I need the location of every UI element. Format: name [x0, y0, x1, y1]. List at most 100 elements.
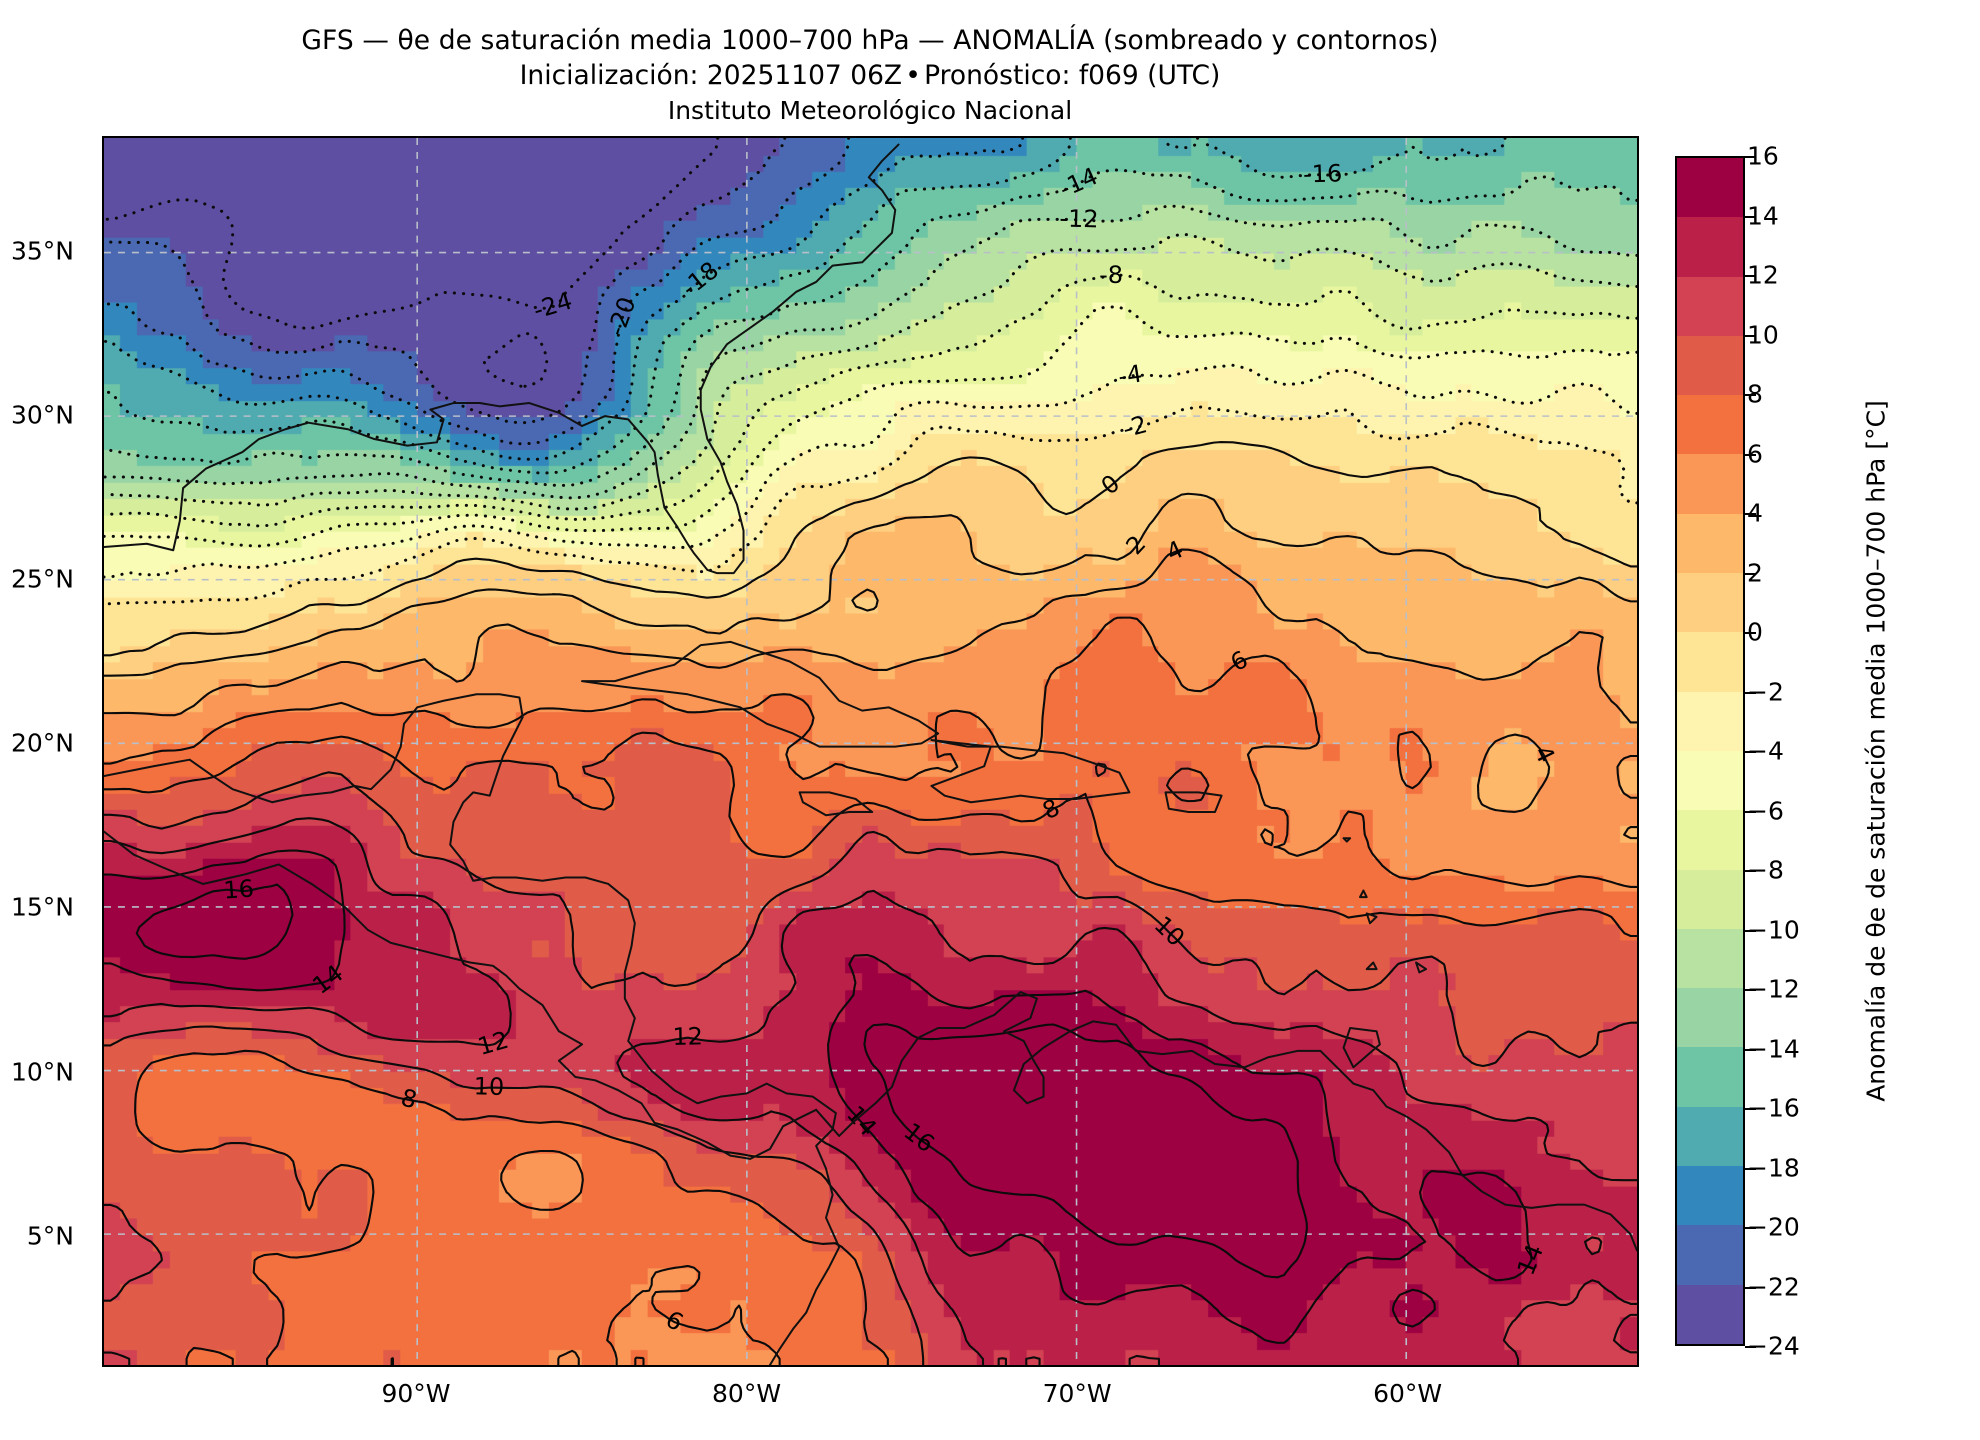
y-tick-labels: 35°N 30°N 25°N 20°N 15°N 10°N 5°N [0, 0, 88, 1440]
x-tick-80W: 80°W [712, 1379, 782, 1408]
map-axes[interactable]: -24 -20 -18 -16 -14 -12 -8 -4 -2 0 2 4 4 6 6 8 8 10 10 12 12… [102, 136, 1639, 1367]
colorbar-label-text: Anomalía de θe de saturación media 1000–… [1861, 400, 1891, 1102]
x-tick-70W: 70°W [1042, 1379, 1112, 1408]
y-tick-25: 25°N [10, 564, 74, 594]
colorbar-tickmark [1745, 215, 1756, 218]
colorbar-swatch [1677, 1106, 1743, 1167]
y-tick-5: 5°N [26, 1221, 74, 1251]
colorbar-swatch [1677, 928, 1743, 989]
colorbar-swatch [1677, 1284, 1743, 1344]
y-tick-35: 35°N [10, 236, 74, 266]
colorbar-tick--12: −12 [1747, 974, 1800, 1004]
svg-text:16: 16 [899, 1117, 940, 1158]
colorbar-tick-10: 10 [1747, 320, 1779, 349]
colorbar-tick-2: 2 [1747, 558, 1763, 587]
colorbar-swatch [1677, 632, 1743, 692]
svg-text:14: 14 [1512, 1240, 1549, 1279]
colorbar-tick--8: −8 [1747, 855, 1784, 885]
colorbar-swatch [1677, 513, 1743, 574]
title-block: GFS — θe de saturación media 1000–700 hP… [0, 0, 1740, 127]
colorbar-swatch [1677, 1166, 1743, 1226]
colorbar-tickmark [1745, 1286, 1756, 1289]
colorbar-tick-0: 0 [1747, 617, 1763, 647]
svg-text:8: 8 [398, 1083, 420, 1114]
colorbar-tick-6: 6 [1747, 439, 1763, 468]
x-tick-90W: 90°W [381, 1379, 451, 1408]
colorbar-swatch [1677, 988, 1743, 1048]
colorbar-swatch [1677, 335, 1743, 396]
svg-text:12: 12 [672, 1022, 703, 1050]
colorbar-swatch [1677, 217, 1743, 277]
figure-subtitle: Inicialización: 20251107 06Z • Pronóstico:… [0, 59, 1740, 94]
svg-text:-8: -8 [1099, 261, 1123, 289]
colorbar-tickmark [1745, 929, 1756, 932]
colorbar-tick--2: −2 [1747, 677, 1784, 706]
colorbar-tickmark [1745, 334, 1756, 337]
x-tick-60W: 60°W [1373, 1379, 1443, 1408]
svg-text:10: 10 [473, 1072, 504, 1101]
y-tick-10: 10°N [10, 1057, 74, 1087]
colorbar-tickmark [1745, 453, 1756, 456]
svg-text:4: 4 [1529, 741, 1561, 767]
svg-text:0: 0 [1096, 469, 1125, 500]
colorbar-tickmark [1745, 394, 1756, 397]
y-tick-20: 20°N [10, 728, 74, 758]
colorbar-tickmark [1745, 691, 1756, 694]
svg-text:-4: -4 [1116, 359, 1144, 390]
colorbar-swatch [1677, 1225, 1743, 1285]
y-tick-30: 30°N [10, 400, 74, 430]
colorbar-tick--24: −24 [1747, 1331, 1800, 1361]
colorbar-tickmark [1745, 1227, 1756, 1230]
colorbar-tick--16: −16 [1747, 1093, 1800, 1123]
svg-text:6: 6 [661, 1305, 688, 1337]
colorbar-tickmark [1745, 1167, 1756, 1170]
colorbar-swatch [1677, 810, 1743, 870]
colorbar-tickmark [1745, 1108, 1756, 1111]
colorbar-tick-4: 4 [1747, 498, 1763, 528]
svg-text:12: 12 [475, 1026, 512, 1061]
colorbar-swatch [1677, 395, 1743, 455]
init-time: Inicialización: 20251107 06Z [519, 59, 903, 91]
colorbar-tickmark [1745, 156, 1756, 159]
colorbar-tickmark [1745, 870, 1756, 873]
colorbar-tickmark [1745, 275, 1756, 278]
svg-text:-12: -12 [1059, 204, 1099, 233]
colorbar-tick--10: −10 [1747, 915, 1800, 944]
colorbar[interactable] [1675, 156, 1745, 1346]
map-overlay: -24 -20-18-16-14-12-8-4-202 44668810101212… [104, 138, 1637, 1365]
forecast-time: Pronóstico: f069 (UTC) [924, 59, 1221, 91]
svg-text:-2: -2 [1120, 410, 1150, 443]
colorbar-tick-8: 8 [1747, 379, 1763, 409]
svg-text:4: 4 [1162, 535, 1188, 567]
colorbar-tickmark [1745, 513, 1756, 516]
separator-dot: • [905, 59, 921, 91]
colorbar-tick--18: −18 [1747, 1153, 1800, 1182]
svg-text:16: 16 [222, 874, 254, 904]
colorbar-tick--6: −6 [1747, 796, 1784, 825]
colorbar-swatch [1677, 1047, 1743, 1107]
colorbar-swatch [1677, 454, 1743, 514]
svg-text:14: 14 [307, 959, 348, 1000]
colorbar-tick-14: 14 [1747, 201, 1779, 230]
colorbar-tickmark [1745, 989, 1756, 992]
colorbar-tickmark [1745, 751, 1756, 754]
figure-title: GFS — θe de saturación media 1000–700 hP… [301, 25, 1439, 56]
colorbar-swatch [1677, 573, 1743, 633]
colorbar-label: Anomalía de θe de saturación media 1000–… [1856, 156, 1896, 1346]
colorbar-tick--14: −14 [1747, 1034, 1800, 1063]
colorbar-tick--4: −4 [1747, 736, 1784, 766]
svg-text:-20: -20 [602, 293, 642, 339]
svg-text:-16: -16 [1303, 159, 1343, 188]
colorbar-tickmark [1745, 1346, 1756, 1349]
colorbar-swatch [1677, 869, 1743, 929]
colorbar-tickmark [1745, 1048, 1756, 1051]
colorbar-swatch [1677, 158, 1743, 218]
colorbar-tickmark [1745, 572, 1756, 575]
colorbar-tick-12: 12 [1747, 260, 1779, 290]
colorbar-tick--20: −20 [1747, 1212, 1800, 1242]
svg-text:6: 6 [1226, 645, 1252, 677]
colorbar-swatch [1677, 276, 1743, 336]
colorbar-tickmark [1745, 632, 1756, 635]
colorbar-tick--22: −22 [1747, 1272, 1800, 1301]
